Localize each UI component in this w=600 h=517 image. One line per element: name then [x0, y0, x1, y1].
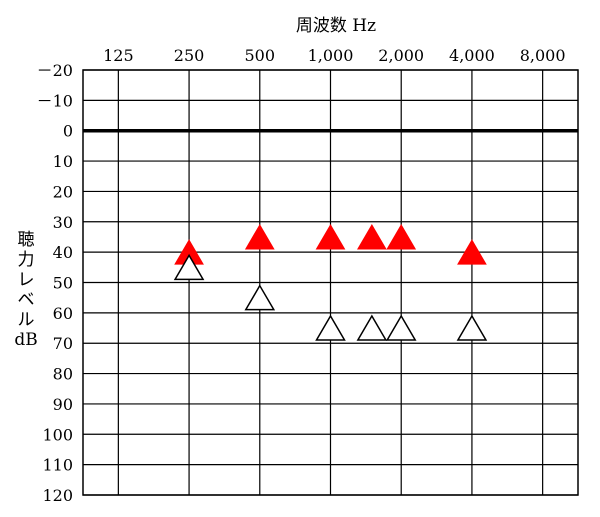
x-tick-label: 250	[174, 46, 205, 65]
open-triangle-marker	[244, 284, 276, 311]
y-tick-label: 90	[53, 395, 73, 414]
filled-triangle-marker	[356, 223, 387, 250]
x-tick-label: 8,000	[520, 46, 566, 65]
y-tick-label: 60	[53, 304, 73, 323]
y-tick-label: －20	[37, 61, 73, 80]
x-tick-label: 500	[245, 46, 276, 65]
y-tick-label: 120	[42, 486, 73, 505]
y-axis-ticks: －20 －10 0 10 20 30 40 50 60 70 80 90 100 110 120	[37, 61, 73, 505]
y-tick-label: 20	[53, 182, 73, 201]
data-marks	[173, 223, 488, 341]
y-label-char: ル	[18, 310, 35, 330]
y-tick-label: 70	[53, 334, 73, 353]
x-tick-label: 2,000	[378, 46, 424, 65]
y-tick-label: 10	[53, 152, 73, 171]
x-tick-label: 1,000	[308, 46, 354, 65]
y-label-char: 聴	[18, 230, 35, 250]
x-tick-label: 125	[103, 46, 134, 65]
open-triangle-marker	[385, 314, 417, 341]
open-triangle-marker	[456, 314, 488, 341]
y-tick-label: 30	[53, 213, 73, 232]
filled-triangle-marker	[315, 223, 346, 250]
y-tick-label: －10	[37, 91, 73, 110]
x-tick-label: 4,000	[449, 46, 495, 65]
y-tick-label: 100	[42, 425, 73, 444]
y-label-char: ベ	[18, 290, 35, 310]
y-tick-label: 80	[53, 365, 73, 384]
filled-triangle-marker	[244, 223, 275, 250]
y-label-char: dB	[14, 330, 37, 350]
open-triangle-marker	[315, 314, 346, 341]
filled-triangle-marker	[457, 239, 487, 265]
y-tick-label: 110	[42, 456, 73, 475]
filled-triangle-marker	[386, 223, 417, 250]
y-tick-label: 0	[63, 122, 73, 141]
y-label-char: レ	[18, 270, 35, 290]
open-triangle-marker	[356, 314, 388, 341]
open-triangle-marker	[173, 253, 205, 281]
chart-title: 周波数 Hz	[296, 16, 376, 36]
x-axis-ticks: 125 250 500 1,000 2,000 4,000 8,000	[103, 46, 565, 65]
chart-grid	[82, 69, 579, 496]
y-tick-label: 40	[53, 243, 73, 262]
y-tick-label: 50	[53, 274, 73, 293]
y-label-char: 力	[18, 250, 35, 270]
